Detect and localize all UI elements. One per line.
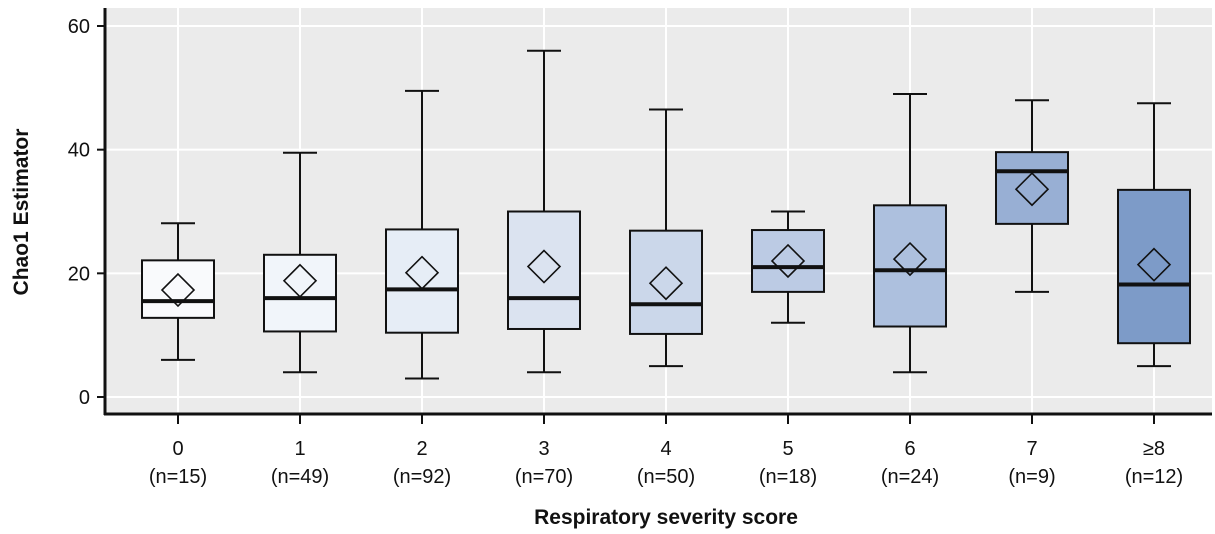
x-tick-label: 3 [538, 438, 549, 460]
iqr-box [873, 204, 947, 328]
x-tick-n-label: (n=18) [759, 466, 817, 488]
box-group [751, 210, 825, 324]
mean-marker [1014, 172, 1050, 207]
x-tick-label: ≥8 [1143, 438, 1165, 460]
iqr-box [263, 253, 337, 333]
x-tick-n-label: (n=49) [271, 466, 329, 488]
iqr-box [507, 210, 581, 330]
iqr-box [141, 259, 215, 319]
box-group [629, 108, 703, 368]
x-tick-label: 4 [660, 438, 671, 460]
x-tick-label: 5 [782, 438, 793, 460]
iqr-box [751, 229, 825, 293]
x-tick-label: 7 [1026, 438, 1037, 460]
y-tick-label: 40 [68, 140, 90, 162]
box-group [141, 222, 215, 361]
x-tick-n-label: (n=12) [1125, 466, 1183, 488]
box-group [995, 99, 1069, 293]
mean-marker [892, 241, 928, 277]
x-tick-n-label: (n=24) [881, 466, 939, 488]
x-tick-n-label: (n=92) [393, 466, 451, 488]
mean-marker [404, 255, 440, 290]
box-group [385, 89, 459, 380]
box-group [1117, 102, 1191, 368]
box-group [507, 49, 581, 374]
y-tick-label: 20 [68, 263, 90, 285]
mean-marker [526, 249, 562, 284]
x-tick-n-label: (n=70) [515, 466, 573, 488]
y-axis-title: Chao1 Estimator [10, 129, 33, 296]
y-tick-label: 60 [68, 16, 90, 38]
iqr-box [995, 151, 1069, 225]
x-ticks: 0 (n=15) 1 (n=49) 2 (n=92) 3 (n=70) 4 (n=50) 5 (n=1… [149, 414, 1183, 488]
y-ticks: 0 20 40 60 [68, 16, 105, 409]
iqr-box [629, 229, 703, 335]
mean-marker [770, 243, 806, 279]
y-tick-label: 0 [79, 387, 90, 409]
x-tick-n-label: (n=9) [1008, 466, 1055, 488]
iqr-box [1117, 188, 1191, 345]
boxes [141, 49, 1191, 380]
mean-marker [160, 272, 196, 308]
mean-marker [282, 263, 318, 298]
iqr-box [385, 228, 459, 334]
x-tick-n-label: (n=50) [637, 466, 695, 488]
x-tick-label: 0 [172, 438, 183, 460]
x-tick-n-label: (n=15) [149, 466, 207, 488]
box-group [263, 151, 337, 374]
box-group [873, 93, 947, 374]
mean-marker [1136, 247, 1172, 282]
x-axis-title: Respiratory severity score [534, 506, 798, 529]
mean-marker [648, 266, 684, 301]
x-tick-label: 6 [904, 438, 915, 460]
x-tick-label: 1 [294, 438, 305, 460]
x-tick-label: 2 [416, 438, 427, 460]
